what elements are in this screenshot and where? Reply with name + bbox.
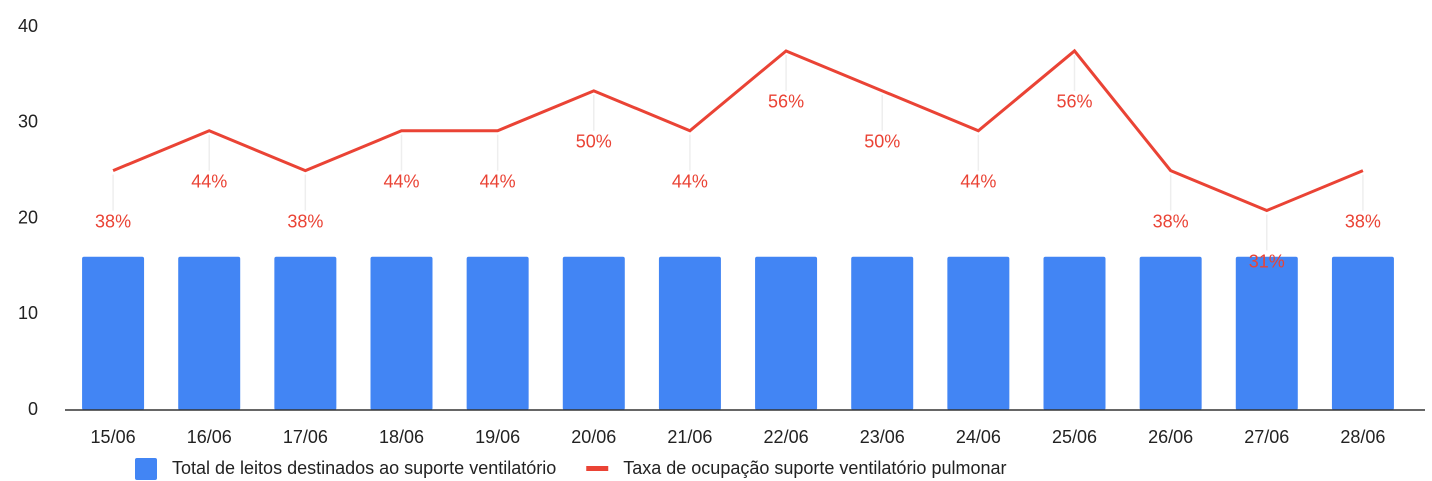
bar — [1043, 256, 1106, 410]
x-tick-label: 18/06 — [379, 427, 424, 447]
y-tick-label: 40 — [18, 16, 38, 36]
legend-label: Taxa de ocupação suporte ventilatório pu… — [623, 458, 1006, 478]
data-label: 38% — [1153, 211, 1189, 231]
x-tick-label: 24/06 — [956, 427, 1001, 447]
x-tick-label: 28/06 — [1340, 427, 1385, 447]
x-tick-label: 27/06 — [1244, 427, 1289, 447]
x-tick-label: 21/06 — [667, 427, 712, 447]
bar — [1139, 256, 1202, 410]
bar — [562, 256, 625, 410]
bar — [82, 256, 145, 410]
bar — [274, 256, 337, 410]
x-tick-label: 25/06 — [1052, 427, 1097, 447]
line — [112, 48, 1364, 213]
data-label: 56% — [1056, 92, 1092, 112]
bar — [1331, 256, 1394, 410]
data-label: 44% — [191, 171, 227, 191]
data-label: 38% — [287, 211, 323, 231]
data-label: 50% — [864, 132, 900, 152]
legend-label: Total de leitos destinados ao suporte ve… — [172, 458, 556, 478]
data-label: 38% — [1345, 211, 1381, 231]
x-tick-label: 16/06 — [187, 427, 232, 447]
bar — [178, 256, 241, 410]
y-tick-label: 30 — [18, 112, 38, 132]
bar — [851, 256, 914, 410]
data-label: 44% — [480, 171, 516, 191]
data-label: 44% — [672, 171, 708, 191]
y-tick-label: 20 — [18, 207, 38, 227]
x-tick-label: 20/06 — [571, 427, 616, 447]
bar — [466, 256, 529, 410]
x-tick-label: 19/06 — [475, 427, 520, 447]
bar — [755, 256, 818, 410]
y-tick-label: 10 — [18, 303, 38, 323]
bar — [370, 256, 433, 410]
data-label: 44% — [960, 171, 996, 191]
x-tick-label: 26/06 — [1148, 427, 1193, 447]
x-tick-label: 15/06 — [91, 427, 136, 447]
data-label: 50% — [576, 132, 612, 152]
data-label: 56% — [768, 92, 804, 112]
legend-swatch — [135, 458, 157, 480]
data-label: 44% — [383, 171, 419, 191]
bar — [947, 256, 1010, 410]
data-label: 31% — [1249, 251, 1285, 271]
x-tick-label: 17/06 — [283, 427, 328, 447]
bar — [658, 256, 721, 410]
bar — [1235, 256, 1298, 410]
data-label: 38% — [95, 211, 131, 231]
x-tick-label: 22/06 — [764, 427, 809, 447]
legend-swatch — [586, 466, 609, 471]
y-tick-label: 0 — [28, 399, 38, 419]
x-tick-label: 23/06 — [860, 427, 905, 447]
